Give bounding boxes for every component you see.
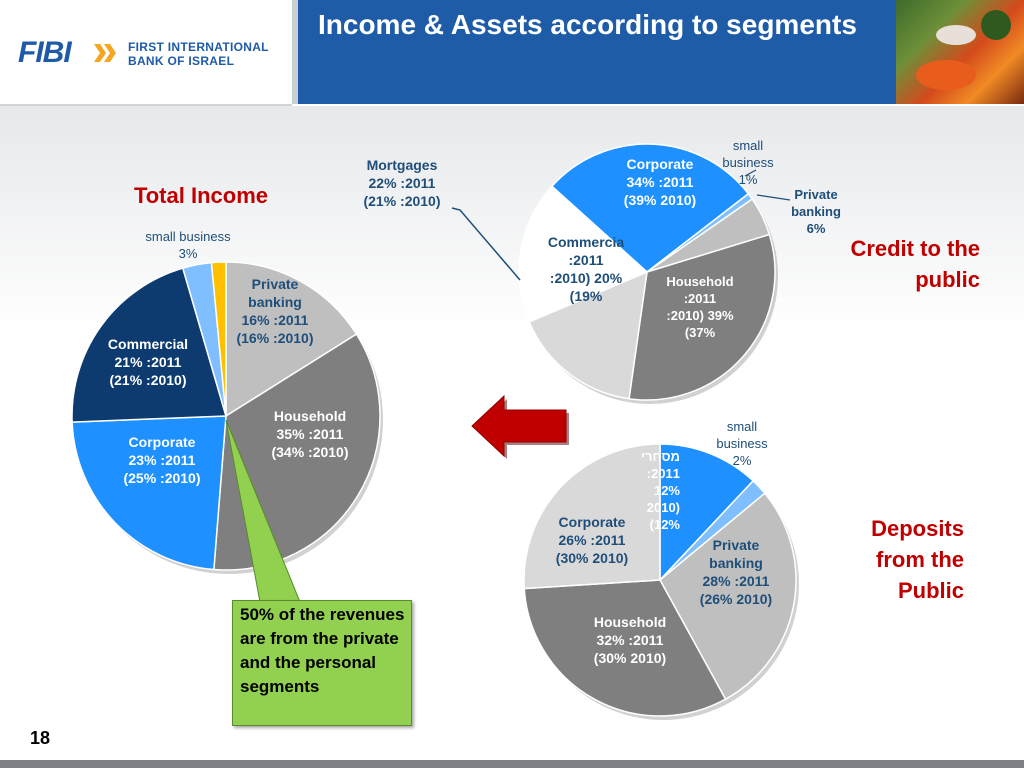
pie-slice-corporate <box>71 415 227 571</box>
title-band-divider <box>292 0 298 104</box>
slice-label-מסחרי: מסחרי:2011 12% 2010) (12% <box>641 449 680 532</box>
logo-line-2: BANK OF ISRAEL <box>128 54 235 68</box>
title-band <box>292 0 896 104</box>
pie-credit_to_public <box>518 143 778 404</box>
slice-label-private-banking: Private banking 28% :2011 (26% 2010) <box>700 537 772 607</box>
leader-line-small-business <box>744 169 757 177</box>
slice-label-corporate: Corporate 34% :2011 (39% 2010) <box>624 156 696 208</box>
slice-label-corporate: Corporate 26% :2011 (30% 2010) <box>556 514 628 566</box>
photo-detail <box>916 60 976 90</box>
slice-label-household: Household:2011:2010) 39% (37% <box>666 274 734 340</box>
callout-text: 50% of the revenues are from the private… <box>240 605 405 696</box>
logo-mark-icon <box>94 44 116 62</box>
logo-bank-name: FIRST INTERNATIONAL BANK OF ISRAEL <box>128 40 269 68</box>
chart-title-total-income: Total Income <box>133 183 268 208</box>
pie-slice-commercia <box>528 270 648 400</box>
pie-slice-private-banking <box>225 261 358 418</box>
chart-title-deposits: Deposits from the Public <box>871 516 964 603</box>
pie-slice-commercial <box>71 267 227 423</box>
slice-label-commercia: Commercia:2011:2010) 20% (19% <box>548 234 624 304</box>
slice-label-small-business: small business 1% <box>722 138 774 187</box>
slice-label-household: Household 32% :2011 (30% 2010) <box>594 614 666 666</box>
pie-slice-household <box>628 233 776 401</box>
bank-logo-area: FIBI FIRST INTERNATIONAL BANK OF ISRAEL <box>0 0 292 106</box>
pie-deposits_from_public <box>523 443 799 720</box>
slice-label-private-banking: Private banking 16% :2011 (16% :2010) <box>236 276 313 346</box>
slice-label-small-business: small business 3% <box>145 229 231 261</box>
pie-slice-private-banking <box>659 492 797 701</box>
leader-line-private-banking <box>756 194 791 201</box>
left-arrow-icon <box>471 394 569 459</box>
chart-title-credit: Credit to the public <box>850 236 980 292</box>
pie-slice-corporate <box>550 143 750 273</box>
photo-detail <box>936 25 976 45</box>
logo-wordmark: FIBI <box>18 36 72 69</box>
pie-slice-mortgages <box>518 185 649 323</box>
slice-label-household: Household 35% :2011 (34% :2010) <box>271 408 348 460</box>
callout-box <box>232 600 412 726</box>
footer-bar <box>0 760 1024 768</box>
logo-line-1: FIRST INTERNATIONAL <box>128 40 269 54</box>
slice-label-mortgages: Mortgages 22% :2011 (21% :2010) <box>363 157 440 209</box>
slice-label-small-business: small business 2% <box>716 419 768 468</box>
header-photo <box>896 0 1024 104</box>
pie-slice-household <box>523 579 727 717</box>
photo-detail <box>981 10 1011 40</box>
pie-slice-other <box>210 261 227 417</box>
slice-label-private-banking: Private banking 6% <box>791 187 841 236</box>
slice-label-commercial: Commercial 21% :2011 (21% :2010) <box>108 336 188 388</box>
page-number: 18 <box>30 728 51 748</box>
pie-slice-מסחרי <box>659 443 755 582</box>
slice-label-corporate: Corporate 23% :2011 (25% :2010) <box>123 434 200 486</box>
pie-slice-corporate <box>523 443 661 590</box>
leader-line-mortgages <box>451 207 521 281</box>
page-title: Income & Assets according to segments <box>318 9 857 40</box>
